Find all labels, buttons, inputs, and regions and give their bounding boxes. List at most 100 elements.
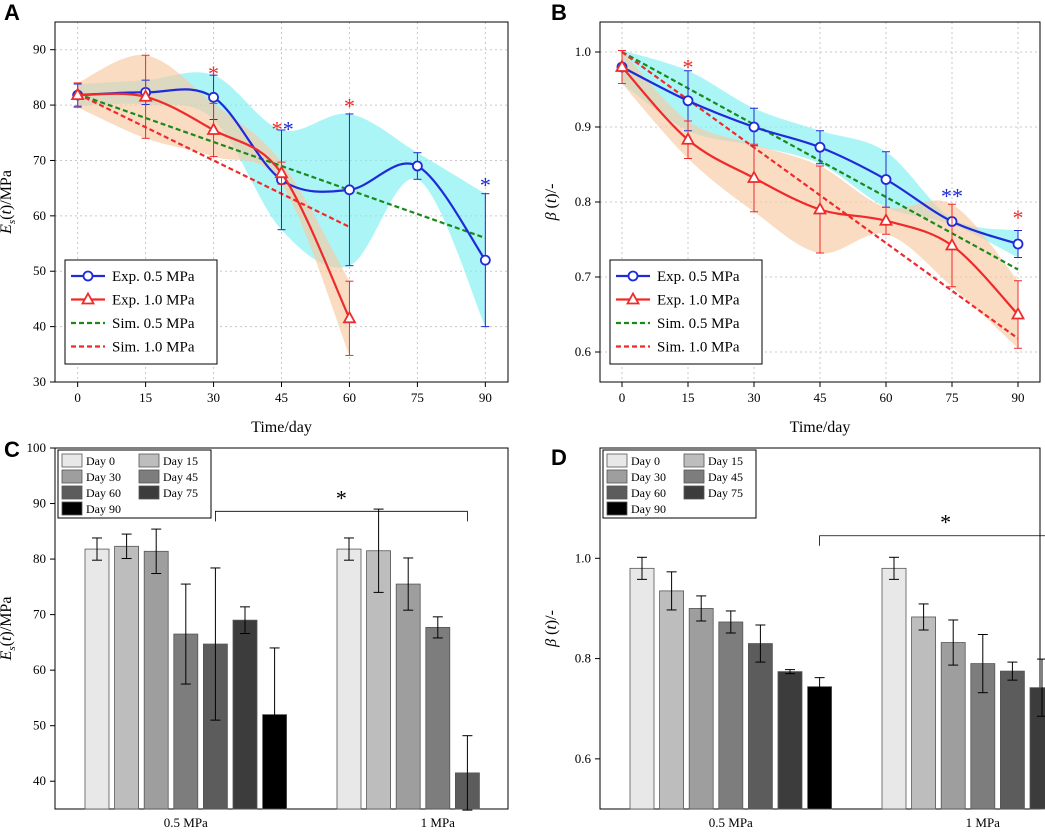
legend-swatch <box>61 485 83 500</box>
y-axis-title: β (t)/- <box>543 184 560 222</box>
plot-area <box>614 50 1026 349</box>
legend-entry-day-45: Day 45 <box>683 469 743 484</box>
point-exp-0-5-mpa <box>479 254 491 266</box>
y-axis-title-paren: ( <box>543 203 560 212</box>
legend-swatch <box>138 485 160 500</box>
panel-a: 0 15 30 45 60 75 90 30 40 50 60 70 80 90 Time/day Es(t)… <box>0 21 509 436</box>
y-axis-title: Es(t)/MPa <box>0 170 18 235</box>
y-axis-title-t: t <box>543 625 560 630</box>
y-tick-label: 0.8 <box>575 194 591 209</box>
y-tick-label: 0.7 <box>575 269 592 284</box>
significance-marker: * <box>1013 205 1024 230</box>
significance-bracket <box>819 535 1045 546</box>
bar-day-0 <box>336 548 362 810</box>
legend-label: Day 30 <box>631 470 666 484</box>
y-tick-label: 80 <box>33 97 46 112</box>
point-exp-1-0-mpa <box>680 131 696 145</box>
panel-c: 40 50 60 70 80 90 100 0.5 MPa 1 MPa Es(t)/MPa * Day… <box>0 440 509 830</box>
y-axis-title: Es(t)/MPa <box>0 597 18 662</box>
point-exp-0-5-mpa <box>1012 238 1024 250</box>
legend-entry-day-60: Day 60 <box>61 485 121 500</box>
x-axis-title: Time/day <box>251 419 312 436</box>
panel-b: 0 15 30 45 60 75 90 0.6 0.7 0.8 0.9 1.0 Time/day β (t… <box>543 21 1041 436</box>
y-axis-title-rest: )/MPa <box>0 597 15 637</box>
y-axis-title-t: t <box>0 636 15 641</box>
legend-entry-day-75: Day 75 <box>683 485 743 500</box>
legend-label: Day 45 <box>163 470 198 484</box>
y-tick-label: 1.0 <box>575 44 591 59</box>
legend: Day 0 Day 15 Day 30 Day 45 Day 60 Day 75 Day 9… <box>602 449 757 519</box>
legend-marker <box>82 270 94 282</box>
legend-marker <box>80 291 96 305</box>
y-axis-title-t: t <box>0 210 15 215</box>
x-tick-label: 45 <box>275 390 288 405</box>
legend-box <box>602 449 757 519</box>
x-category-label: 0.5 MPa <box>709 815 753 830</box>
bar-day-30 <box>395 583 421 810</box>
legend-entry-sim-1-0-mpa: Sim. 1.0 MPa <box>616 340 740 356</box>
legend-entry-day-60: Day 60 <box>606 485 666 500</box>
y-tick-label: 70 <box>33 607 46 622</box>
x-tick-label: 30 <box>748 390 761 405</box>
legend-label: Exp. 0.5 MPa <box>112 269 195 285</box>
y-axis-title-paren: ( <box>0 215 15 220</box>
legend-entry-day-15: Day 15 <box>138 453 198 468</box>
y-axis-title-unit: (t)/- <box>543 184 560 213</box>
x-category-label: 1 MPa <box>421 815 456 830</box>
y-tick-label: 50 <box>33 263 46 278</box>
y-axis-title-rest: )/MPa <box>0 170 15 210</box>
y-axis-title-subscript: s <box>6 220 18 224</box>
point-exp-1-0-mpa <box>138 88 153 102</box>
legend-label: Day 30 <box>86 470 121 484</box>
point-exp-1-0-mpa <box>812 201 828 215</box>
legend-label: Exp. 1.0 MPa <box>657 293 740 309</box>
y-tick-label: 0.6 <box>575 344 592 359</box>
point-exp-1-0-mpa <box>614 59 630 72</box>
legend-swatch <box>61 453 83 468</box>
bar-day-15 <box>659 590 684 810</box>
legend-swatch <box>683 453 705 468</box>
line-sim-1-0-mpa <box>77 93 350 228</box>
legend-entry-day-30: Day 30 <box>606 469 666 484</box>
bar-day-90 <box>807 686 832 810</box>
significance-marker: * <box>208 61 219 86</box>
y-axis-title-subscript: s <box>6 646 18 650</box>
bar-day-30 <box>688 608 714 810</box>
legend-label: Sim. 0.5 MPa <box>112 316 195 332</box>
legend-label: Day 75 <box>163 486 198 500</box>
bar-day-15 <box>114 545 139 810</box>
y-tick-label: 0.8 <box>575 651 591 666</box>
legend-marker <box>627 270 639 282</box>
legend-entry-day-30: Day 30 <box>61 469 121 484</box>
y-tick-label: 0.6 <box>575 751 592 766</box>
point-exp-0-5-mpa <box>208 91 219 103</box>
y-axis-title-rest: )/- <box>543 610 560 625</box>
bar-day-0 <box>84 548 110 810</box>
y-axis-title-symbol: E <box>0 650 15 661</box>
legend-entry-exp-0-5-mpa: Exp. 0.5 MPa <box>71 269 195 285</box>
legend-label: Sim. 0.5 MPa <box>657 316 740 332</box>
legend-swatch <box>138 469 160 484</box>
significance-marker: * <box>480 173 491 198</box>
point-exp-1-0-mpa <box>1010 306 1026 320</box>
significance-marker: * <box>271 117 282 142</box>
bar-day-75 <box>232 619 258 810</box>
point-exp-0-5-mpa <box>344 184 355 196</box>
legend-label: Exp. 1.0 MPa <box>112 293 195 309</box>
y-tick-label: 30 <box>33 374 46 389</box>
legend-label: Day 75 <box>708 486 743 500</box>
y-tick-label: 60 <box>33 662 46 677</box>
y-axis-title-unit: (t)/MPa <box>0 170 15 220</box>
x-tick-label: 75 <box>946 390 959 405</box>
legend-swatch <box>61 501 83 516</box>
point-exp-1-0-mpa <box>944 237 960 251</box>
bar-day-30 <box>940 642 966 810</box>
x-tick-label: 15 <box>139 390 152 405</box>
legend-swatch <box>606 469 628 484</box>
bar-day-0 <box>881 567 907 810</box>
y-axis-title-paren: ( <box>543 630 560 639</box>
legend-entry-day-0: Day 0 <box>61 453 115 468</box>
y-axis-title-unit: (t)/- <box>543 610 560 639</box>
panel-letter-d: D <box>551 445 567 470</box>
